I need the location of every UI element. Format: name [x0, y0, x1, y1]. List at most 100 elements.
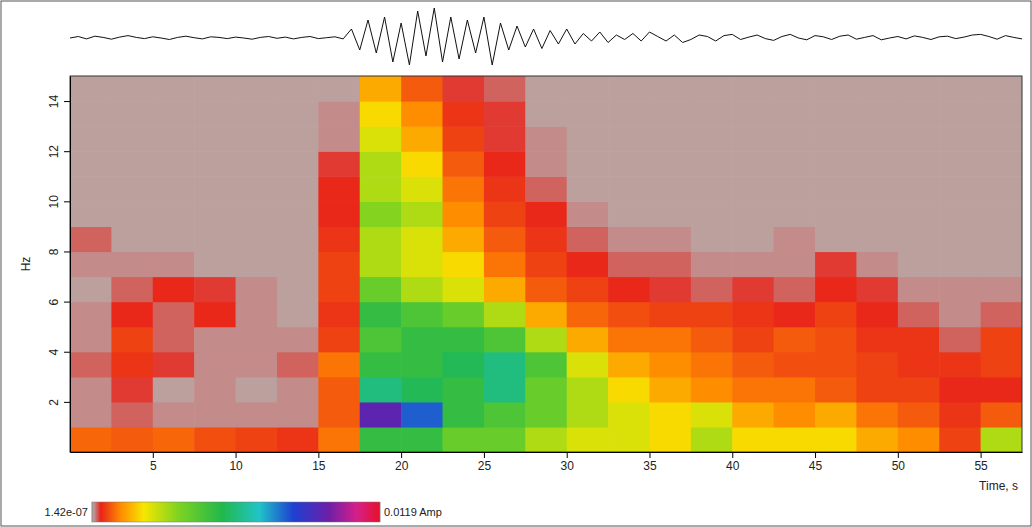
heatmap-cell: [194, 277, 236, 303]
heatmap-cell: [525, 277, 567, 303]
heatmap-cell: [939, 151, 981, 177]
heatmap-cell: [277, 201, 319, 227]
heatmap-cell: [194, 126, 236, 152]
heatmap-cell: [898, 277, 940, 303]
heatmap-cell: [691, 126, 733, 152]
heatmap-cell: [649, 402, 691, 428]
heatmap-cell: [525, 327, 567, 353]
heatmap-cell: [691, 402, 733, 428]
heatmap-cell: [236, 251, 278, 277]
heatmap-cell: [443, 76, 485, 102]
colorbar-tick: [92, 502, 93, 522]
heatmap-cell: [236, 302, 278, 328]
heatmap-cell: [153, 402, 195, 428]
y-axis-title: Hz: [19, 257, 33, 272]
heatmap-cell: [649, 76, 691, 102]
heatmap-cell: [649, 302, 691, 328]
x-tick: 50: [892, 452, 906, 473]
heatmap-cell: [277, 101, 319, 127]
heatmap-cell: [939, 402, 981, 428]
heatmap-cell: [70, 201, 112, 227]
heatmap-cell: [939, 76, 981, 102]
heatmap-cell: [898, 176, 940, 202]
heatmap-cell: [484, 302, 526, 328]
heatmap-cell: [360, 277, 402, 303]
plot-frame: [70, 76, 1022, 452]
heatmap-cell: [401, 302, 443, 328]
heatmap-cell: [194, 226, 236, 252]
heatmap-cell: [277, 302, 319, 328]
heatmap-cell: [898, 76, 940, 102]
x-tick-label: 20: [395, 459, 409, 473]
heatmap-cell: [443, 251, 485, 277]
heatmap-cell: [774, 327, 816, 353]
heatmap-cell: [815, 176, 857, 202]
heatmap-cell: [732, 126, 774, 152]
x-axis-line: [71, 452, 1023, 453]
seismogram-trace: [70, 8, 1022, 65]
heatmap-cell: [70, 126, 112, 152]
heatmap-cell: [153, 151, 195, 177]
heatmap-cell: [70, 402, 112, 428]
heatmap-cell: [981, 151, 1022, 177]
x-tick: 15: [312, 452, 326, 473]
heatmap-cell: [277, 402, 319, 428]
heatmap-cell: [194, 377, 236, 403]
heatmap-cell: [774, 402, 816, 428]
heatmap-cell: [277, 377, 319, 403]
heatmap-cell: [732, 201, 774, 227]
heatmap-cell: [153, 126, 195, 152]
heatmap-cell: [732, 302, 774, 328]
heatmap-cell: [981, 201, 1022, 227]
heatmap-cell: [111, 76, 153, 102]
heatmap-cell: [277, 126, 319, 152]
heatmap-cell: [898, 327, 940, 353]
y-tick-mark: [64, 352, 70, 353]
heatmap-cell: [856, 201, 898, 227]
heatmap-cell: [153, 251, 195, 277]
heatmap-cell: [732, 251, 774, 277]
heatmap-cell: [401, 126, 443, 152]
heatmap-cell: [153, 302, 195, 328]
heatmap-cell: [898, 377, 940, 403]
heatmap-cell: [236, 151, 278, 177]
heatmap-cell: [939, 302, 981, 328]
heatmap-cell: [236, 201, 278, 227]
y-tick-mark: [64, 251, 70, 252]
heatmap-cell: [277, 226, 319, 252]
colorbar-label: 1.42e-07: [45, 506, 88, 518]
heatmap-cell: [732, 76, 774, 102]
heatmap-cell: [981, 352, 1022, 378]
heatmap-cell: [360, 377, 402, 403]
heatmap-cell: [443, 176, 485, 202]
y-tick-mark: [64, 151, 70, 152]
heatmap-cell: [236, 277, 278, 303]
y-tick-label: 10: [47, 195, 61, 209]
heatmap-cell: [981, 277, 1022, 303]
heatmap-cell: [898, 427, 940, 452]
heatmap-cell: [815, 277, 857, 303]
heatmap-cell: [236, 226, 278, 252]
heatmap-cell: [70, 251, 112, 277]
heatmap-cell: [691, 76, 733, 102]
heatmap-cell: [732, 402, 774, 428]
heatmap-cell: [649, 176, 691, 202]
heatmap-cell: [153, 277, 195, 303]
heatmap-cell: [815, 76, 857, 102]
heatmap-cell: [567, 201, 609, 227]
heatmap-cell: [898, 201, 940, 227]
heatmap-cell: [484, 377, 526, 403]
heatmap-cell: [939, 352, 981, 378]
heatmap-cell: [484, 201, 526, 227]
heatmap-cell: [525, 302, 567, 328]
heatmap-cell: [194, 201, 236, 227]
heatmap-cell: [939, 327, 981, 353]
heatmap-cell: [443, 126, 485, 152]
heatmap-cell: [856, 302, 898, 328]
heatmap-cell: [939, 226, 981, 252]
x-tick-mark: [898, 452, 899, 458]
heatmap-cell: [649, 427, 691, 452]
heatmap-cell: [691, 277, 733, 303]
heatmap-cell: [856, 427, 898, 452]
x-tick-mark: [732, 452, 733, 458]
